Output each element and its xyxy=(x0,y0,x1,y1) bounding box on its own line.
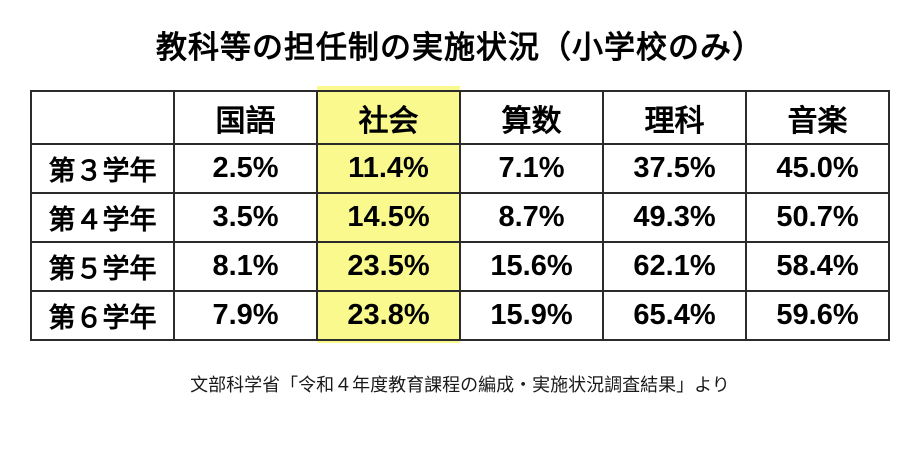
row-header-grade3: 第３学年 xyxy=(30,143,175,194)
cell: 7.9% xyxy=(173,290,318,341)
cell-highlighted: 23.8% xyxy=(316,290,461,341)
cell: 62.1% xyxy=(602,241,747,292)
cell: 45.0% xyxy=(745,143,890,194)
cell: 2.5% xyxy=(173,143,318,194)
source-note: 文部科学省「令和４年度教育課程の編成・実施状況調査結果」より xyxy=(190,375,730,395)
cell: 37.5% xyxy=(602,143,747,194)
column-header-ongaku: 音楽 xyxy=(745,90,890,145)
corner-cell xyxy=(30,90,175,145)
cell: 58.4% xyxy=(745,241,890,292)
row-header-grade5: 第５学年 xyxy=(30,241,175,292)
cell-highlighted: 23.5% xyxy=(316,241,461,292)
column-header-kokugo: 国語 xyxy=(173,90,318,145)
page-title: 教科等の担任制の実施状況（小学校のみ） xyxy=(156,30,764,65)
column-header-rika: 理科 xyxy=(602,90,747,145)
table-row: 第３学年 2.5% 11.4% 7.1% 37.5% 45.0% xyxy=(30,143,890,194)
row-header-grade4: 第４学年 xyxy=(30,192,175,243)
column-header-shakai: 社会 xyxy=(316,90,461,145)
cell: 65.4% xyxy=(602,290,747,341)
cell: 8.1% xyxy=(173,241,318,292)
cell: 15.9% xyxy=(459,290,604,341)
table-row: 第６学年 7.9% 23.8% 15.9% 65.4% 59.6% xyxy=(30,290,890,341)
subject-homeroom-table: 国語 社会 算数 理科 音楽 第３学年 2.5% 11.4% 7.1% 37.5… xyxy=(30,90,890,341)
cell-highlighted: 14.5% xyxy=(316,192,461,243)
cell: 59.6% xyxy=(745,290,890,341)
table-row: 第５学年 8.1% 23.5% 15.6% 62.1% 58.4% xyxy=(30,241,890,292)
cell: 3.5% xyxy=(173,192,318,243)
row-header-grade6: 第６学年 xyxy=(30,290,175,341)
cell-highlighted: 11.4% xyxy=(316,143,461,194)
cell: 8.7% xyxy=(459,192,604,243)
cell: 15.6% xyxy=(459,241,604,292)
table-row: 第４学年 3.5% 14.5% 8.7% 49.3% 50.7% xyxy=(30,192,890,243)
cell: 50.7% xyxy=(745,192,890,243)
column-header-sansu: 算数 xyxy=(459,90,604,145)
cell: 49.3% xyxy=(602,192,747,243)
table-header-row: 国語 社会 算数 理科 音楽 xyxy=(30,90,890,145)
cell: 7.1% xyxy=(459,143,604,194)
